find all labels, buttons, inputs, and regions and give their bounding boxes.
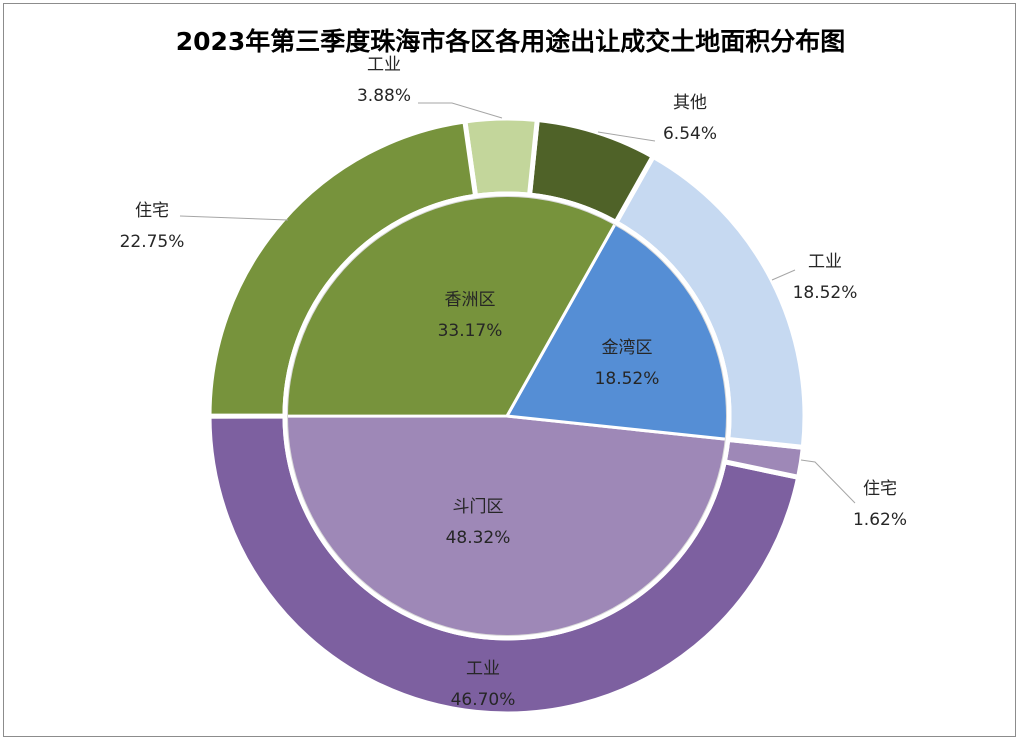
outer-label-3-1: 6.54% <box>663 124 717 144</box>
inner-label-0-1: 48.32% <box>446 528 511 548</box>
outer-label-4-0: 工业 <box>367 55 401 75</box>
outer-label-0-0: 工业 <box>466 659 500 679</box>
leader-line-4 <box>418 102 503 119</box>
inner-label-1-0: 金湾区 <box>602 338 653 358</box>
outer-label-2-1: 18.52% <box>793 283 858 303</box>
outer-label-5-1: 22.75% <box>120 232 185 252</box>
outer-label-1-1: 1.62% <box>853 510 907 530</box>
leader-line-3 <box>597 131 656 142</box>
inner-label-2-1: 33.17% <box>438 321 503 341</box>
inner-label-0-0: 斗门区 <box>453 497 504 517</box>
inner-label-2-0: 香洲区 <box>445 290 496 310</box>
outer-label-4-1: 3.88% <box>357 86 411 106</box>
outer-label-0-1: 46.70% <box>451 690 516 710</box>
leader-line-1 <box>800 459 856 504</box>
outer-label-2-0: 工业 <box>808 252 842 272</box>
outer-label-5-0: 住宅 <box>135 201 169 221</box>
inner-ring-border <box>282 191 732 641</box>
leader-line-2 <box>771 269 796 281</box>
inner-label-1-1: 18.52% <box>595 369 660 389</box>
chart-title: 2023年第三季度珠海市各区各用途出让成交土地面积分布图 <box>175 27 846 56</box>
outer-label-3-0: 其他 <box>673 93 707 113</box>
leader-line-5 <box>179 215 289 221</box>
inner-ring-edge <box>287 196 727 636</box>
outer-label-1-0: 住宅 <box>863 479 897 499</box>
